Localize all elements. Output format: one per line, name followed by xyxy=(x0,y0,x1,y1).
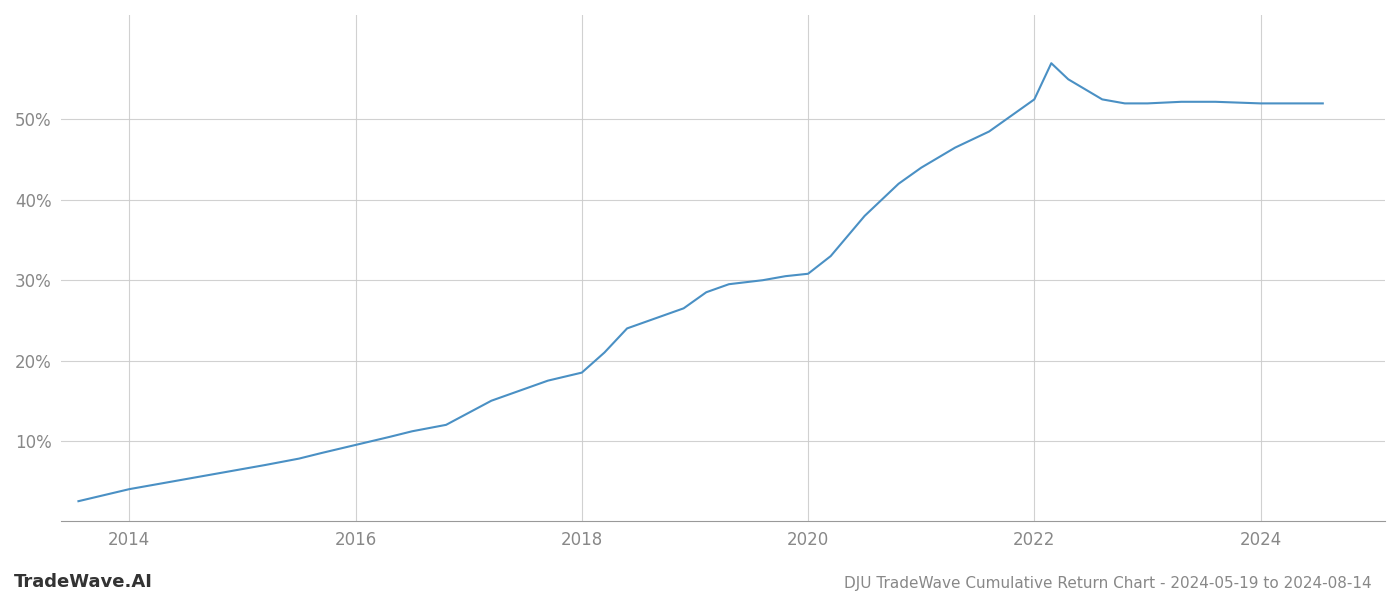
Text: TradeWave.AI: TradeWave.AI xyxy=(14,573,153,591)
Text: DJU TradeWave Cumulative Return Chart - 2024-05-19 to 2024-08-14: DJU TradeWave Cumulative Return Chart - … xyxy=(844,576,1372,591)
